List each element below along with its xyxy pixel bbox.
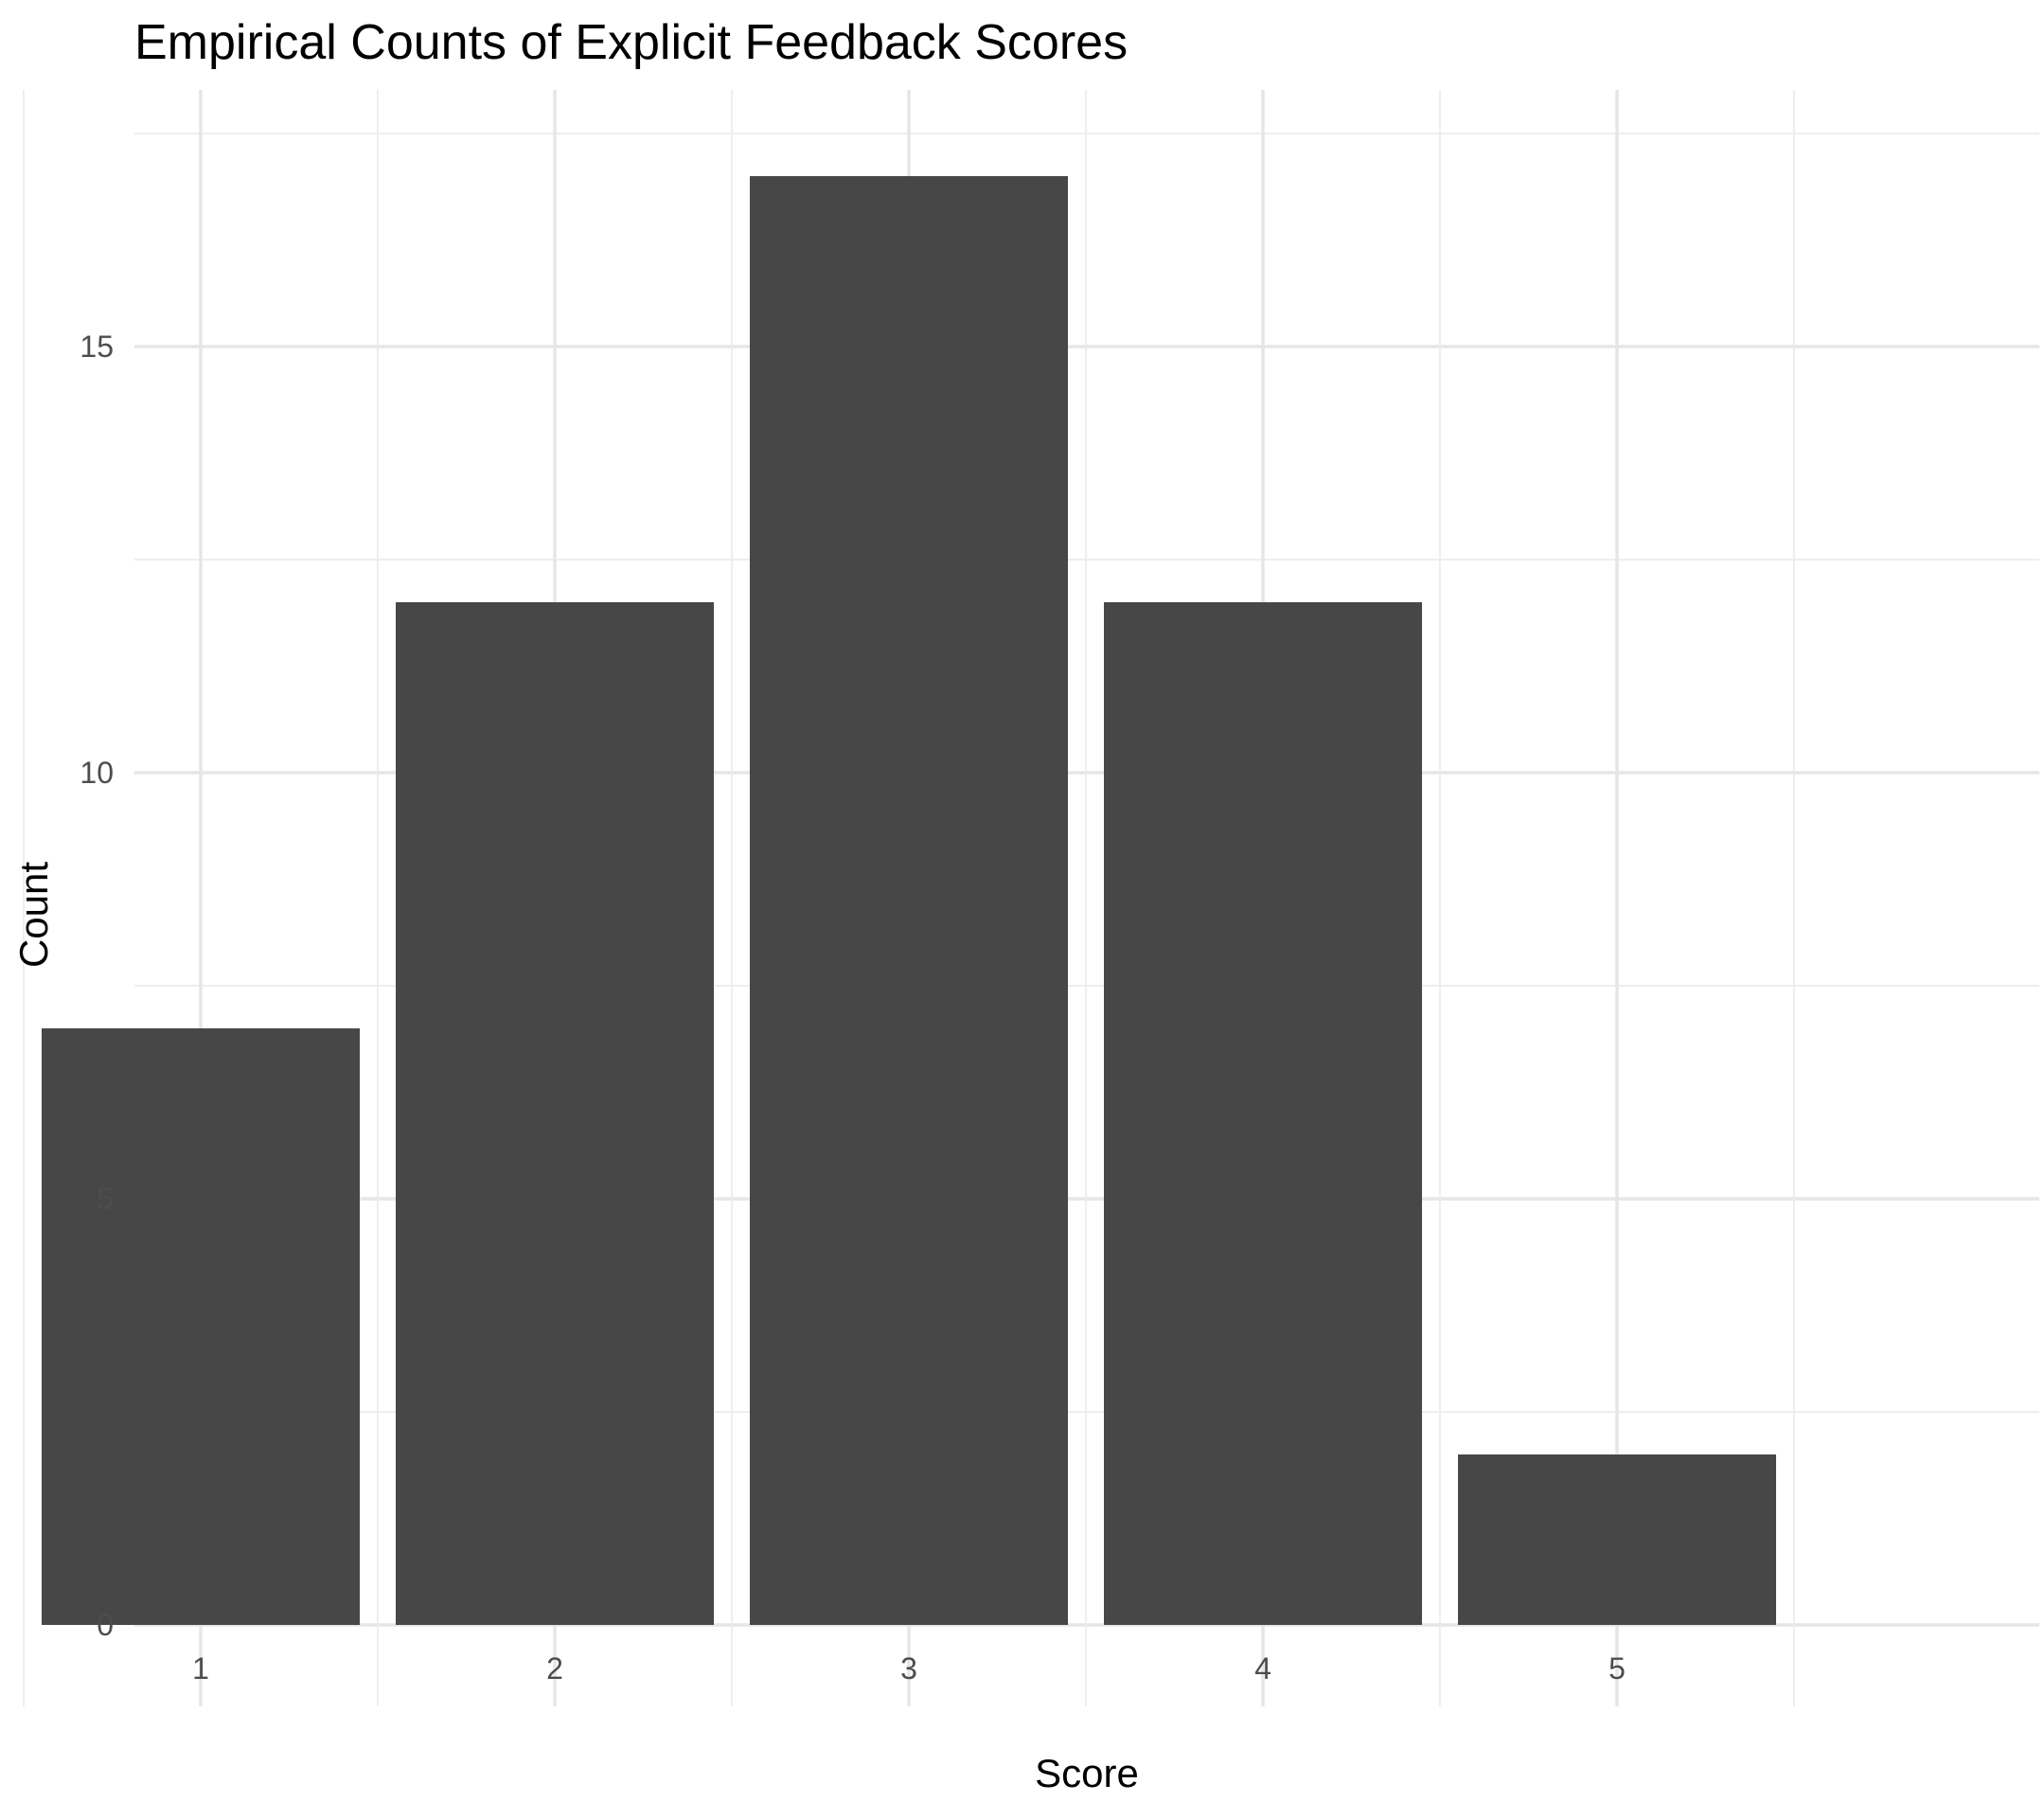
x-tick-labels: 1 2 3 4 5 [192, 1651, 1626, 1686]
x-tick-label: 2 [546, 1651, 563, 1686]
bars-group [42, 176, 1776, 1625]
y-tick-label: 10 [80, 756, 114, 790]
x-tick-label: 3 [900, 1651, 917, 1686]
bar-score-5 [1458, 1454, 1776, 1625]
y-tick-label: 0 [97, 1608, 114, 1642]
bar-score-3 [750, 176, 1068, 1625]
chart-title: Empirical Counts of Explicit Feedback Sc… [134, 15, 1128, 70]
x-tick-label: 5 [1609, 1651, 1626, 1686]
y-tick-labels: 0 5 10 15 [80, 330, 114, 1642]
y-axis-title: Count [11, 862, 56, 968]
y-tick-label: 15 [80, 330, 114, 364]
x-tick-label: 1 [192, 1651, 209, 1686]
x-tick-label: 4 [1254, 1651, 1271, 1686]
bar-score-1 [42, 1028, 360, 1625]
x-axis-title: Score [1035, 1751, 1139, 1795]
bar-score-4 [1104, 602, 1422, 1625]
y-tick-label: 5 [97, 1182, 114, 1216]
bar-score-2 [396, 602, 714, 1625]
